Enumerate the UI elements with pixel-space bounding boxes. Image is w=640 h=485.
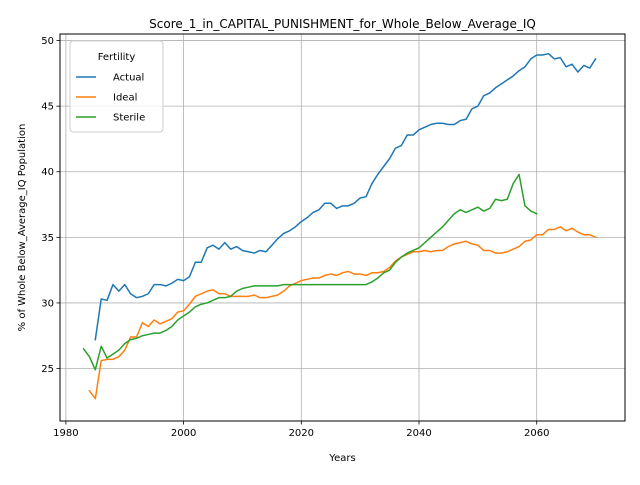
legend-title: Fertility [98, 52, 136, 63]
legend-label-ideal: Ideal [113, 93, 137, 104]
x-tick-label: 2000 [171, 428, 196, 439]
plot-frame [59, 33, 626, 422]
series-layer [82, 52, 597, 400]
legend-label-sterile: Sterile [113, 113, 145, 124]
y-axis: 25 30 35 40 45 50 [41, 36, 60, 375]
x-tick-label: 2060 [524, 428, 549, 439]
x-axis-title: Years [328, 453, 355, 464]
legend-box [69, 40, 164, 133]
grid [60, 34, 625, 421]
series-line-sterile [82, 173, 538, 371]
y-tick-label: 35 [41, 233, 54, 244]
y-tick-label: 30 [41, 298, 54, 309]
y-tick-label: 40 [41, 167, 54, 178]
x-tick-label: 2040 [406, 428, 431, 439]
x-tick-label: 1980 [53, 428, 78, 439]
y-tick-label: 25 [41, 364, 54, 375]
y-tick-label: 45 [41, 102, 54, 113]
x-tick-label: 2020 [289, 428, 314, 439]
legend-label-actual: Actual [113, 73, 144, 84]
y-tick-label: 50 [41, 36, 54, 47]
series-line-ideal [88, 226, 597, 400]
x-axis: 1980 2000 2020 2040 2060 [53, 421, 549, 439]
series-line-actual [94, 52, 597, 341]
chart-title: Score_1_in_CAPITAL_PUNISHMENT_for_Whole_… [149, 17, 536, 31]
legend: Fertility Actual Ideal Sterile [69, 40, 164, 133]
y-axis-title: % of Whole Below_Average_IQ Population [17, 124, 28, 332]
legend-items: Actual Ideal Sterile [76, 73, 145, 124]
